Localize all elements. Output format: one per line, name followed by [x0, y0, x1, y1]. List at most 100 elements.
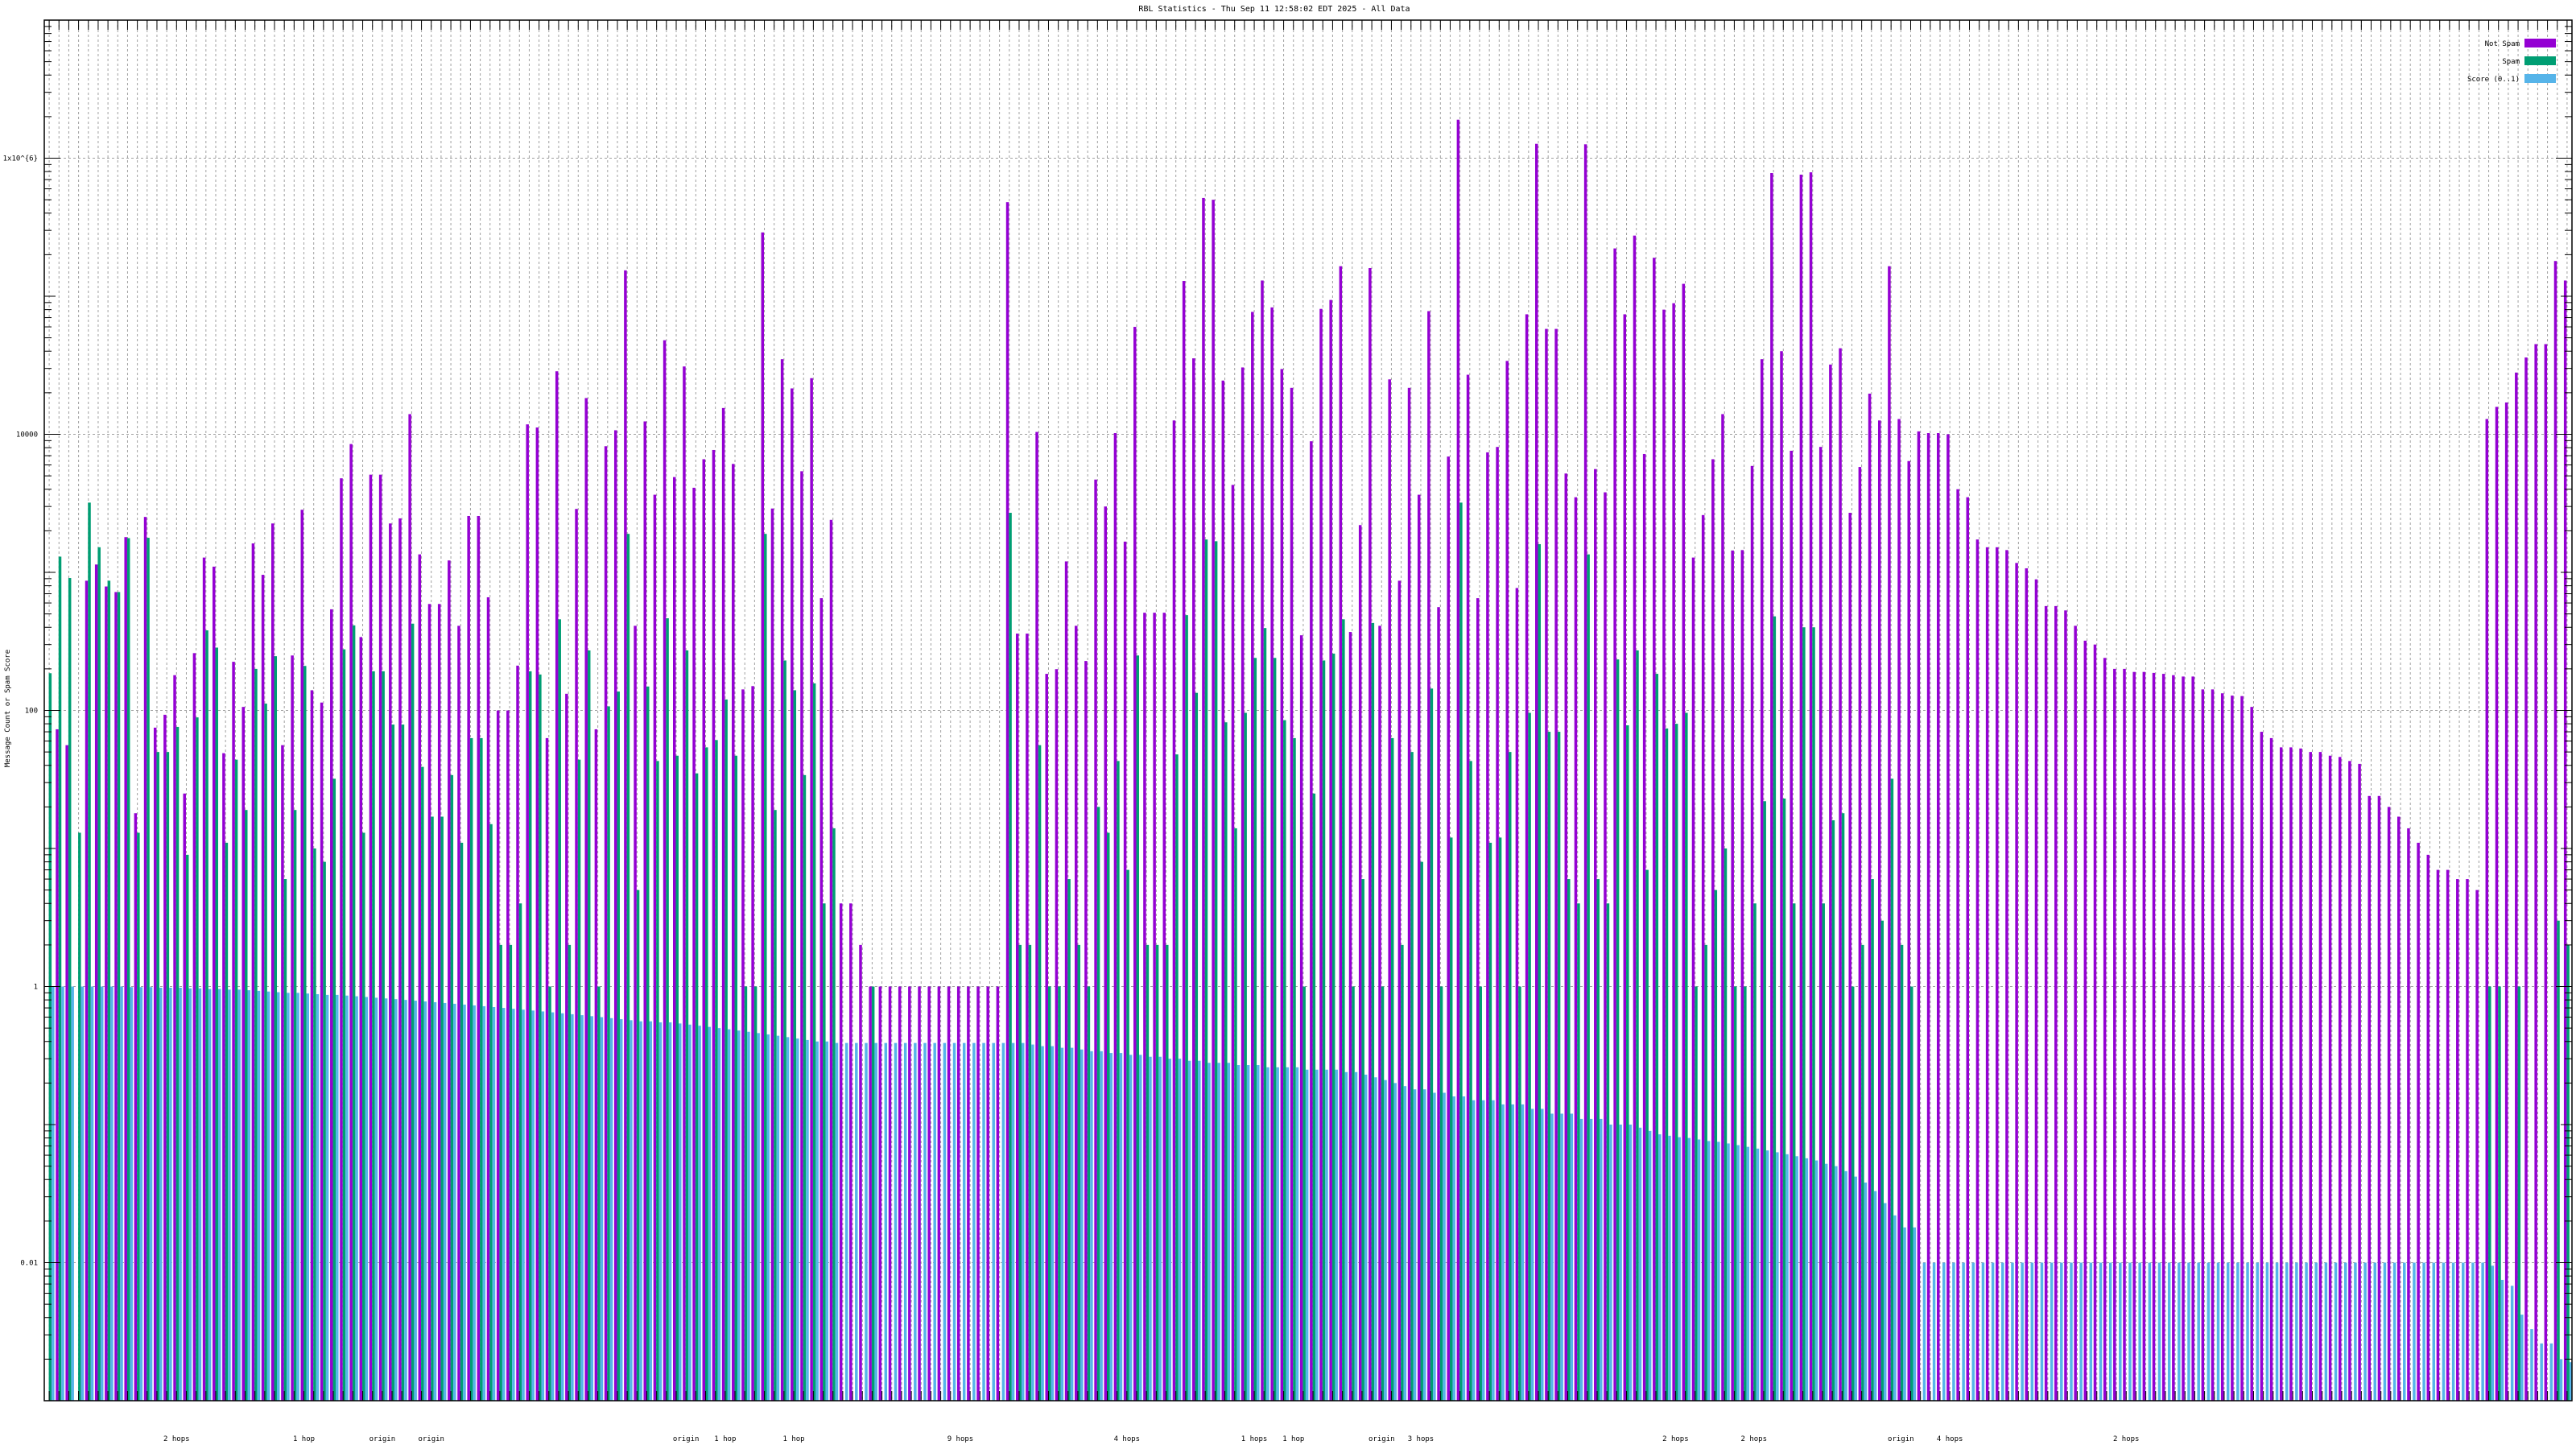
bar-score [2314, 1262, 2318, 1401]
bar-spam [1175, 754, 1179, 1401]
bar-not-spam [398, 518, 402, 1402]
bar-not-spam [584, 398, 588, 1401]
bar-spam [1479, 986, 1482, 1401]
bar-not-spam [1064, 561, 1068, 1401]
bar-not-spam [2211, 689, 2215, 1401]
bar-not-spam [2485, 419, 2489, 1401]
bar-spam [323, 861, 326, 1401]
x-tick-label: 1 hop [1282, 1435, 1304, 1443]
bar-score [139, 987, 143, 1401]
bar-spam [244, 810, 248, 1401]
bar-spam [1538, 543, 1542, 1401]
bar-score [1286, 1067, 1290, 1401]
bar-not-spam [2524, 357, 2528, 1401]
bar-not-spam [1310, 441, 1313, 1401]
bar-spam [1136, 655, 1140, 1401]
bar-not-spam [1015, 634, 1019, 1401]
bar-spam [1195, 692, 1199, 1401]
bar-not-spam [281, 745, 284, 1401]
bar-not-spam [947, 986, 951, 1401]
bar-score [1922, 1262, 1926, 1401]
bar-not-spam [702, 459, 706, 1401]
bar-score [198, 988, 202, 1401]
bar-spam [793, 690, 797, 1401]
bar-not-spam [2417, 842, 2420, 1401]
bar-spam [1047, 986, 1051, 1401]
bar-not-spam [1212, 200, 1215, 1401]
bar-not-spam [320, 702, 324, 1401]
bar-score [120, 986, 123, 1401]
bar-not-spam [780, 359, 784, 1401]
bar-not-spam [1084, 661, 1088, 1401]
bar-score [1962, 1262, 1965, 1401]
bar-score [2089, 1262, 2093, 1401]
bar-spam [1567, 879, 1571, 1401]
bar-not-spam [1966, 497, 1970, 1401]
bar-score [2462, 1262, 2465, 1401]
bar-score [2226, 1262, 2230, 1401]
bar-score [1070, 1047, 1074, 1401]
bar-score [159, 988, 163, 1401]
bar-spam [1763, 801, 1766, 1401]
bar-spam [1263, 628, 1267, 1401]
y-axis-label: Message Count or Spam Score [4, 650, 12, 767]
bar-spam [744, 986, 748, 1401]
bar-score [1158, 1056, 1162, 1401]
bar-not-spam [1505, 361, 1509, 1402]
bar-not-spam [1858, 467, 1862, 1402]
bar-spam [1655, 674, 1659, 1401]
bar-spam [1851, 986, 1855, 1401]
bar-score [630, 1020, 633, 1401]
bar-not-spam [643, 421, 646, 1401]
bar-not-spam [741, 689, 745, 1401]
bar-spam [332, 778, 336, 1401]
bar-spam [1018, 944, 1022, 1401]
x-tick-label: 1 hop [782, 1435, 804, 1443]
bar-not-spam [712, 449, 716, 1402]
bar-not-spam [1818, 447, 1823, 1401]
bar-not-spam [1917, 431, 1921, 1402]
bar-score [522, 1009, 525, 1401]
bar-not-spam [1711, 459, 1715, 1401]
bar-score [1864, 1183, 1868, 1401]
bar-not-spam [1074, 625, 1078, 1401]
bar-score [982, 1042, 985, 1401]
bar-score [1208, 1063, 1211, 1401]
bar-not-spam [1123, 541, 1127, 1401]
bar-score [1129, 1055, 1133, 1401]
bar-score [2343, 1262, 2347, 1401]
bar-spam [1381, 986, 1385, 1401]
bar-score [1443, 1092, 1446, 1401]
bar-score [1824, 1163, 1828, 1401]
bar-spam [646, 686, 650, 1401]
bar-not-spam [829, 519, 833, 1402]
bar-score [1452, 1096, 1455, 1401]
bar-spam [803, 774, 807, 1401]
bar-score [815, 1041, 819, 1401]
bar-spam [1714, 890, 1718, 1401]
bar-spam [1695, 986, 1698, 1401]
bar-not-spam [1153, 613, 1156, 1401]
bar-not-spam [418, 554, 422, 1402]
bar-score [2128, 1262, 2132, 1401]
bar-not-spam [2397, 816, 2401, 1401]
bar-score [972, 1042, 976, 1401]
bars [48, 119, 2573, 1402]
bar-spam [1214, 541, 1218, 1402]
bar-spam [391, 724, 395, 1401]
bar-spam [1146, 944, 1150, 1401]
bar-spam [636, 890, 640, 1401]
bar-not-spam [1682, 283, 1686, 1401]
bar-not-spam [2172, 675, 2175, 1401]
bar-spam [1773, 616, 1777, 1401]
bar-spam [753, 986, 758, 1401]
bar-score [336, 994, 339, 1401]
bar-not-spam [2015, 563, 2018, 1401]
bar-not-spam [1172, 420, 1176, 1402]
bar-score [1031, 1044, 1034, 1401]
bar-score [277, 992, 280, 1401]
bar-spam [1861, 944, 1864, 1401]
bar-score [217, 989, 221, 1401]
bar-not-spam [604, 446, 608, 1401]
bar-spam [450, 774, 454, 1401]
